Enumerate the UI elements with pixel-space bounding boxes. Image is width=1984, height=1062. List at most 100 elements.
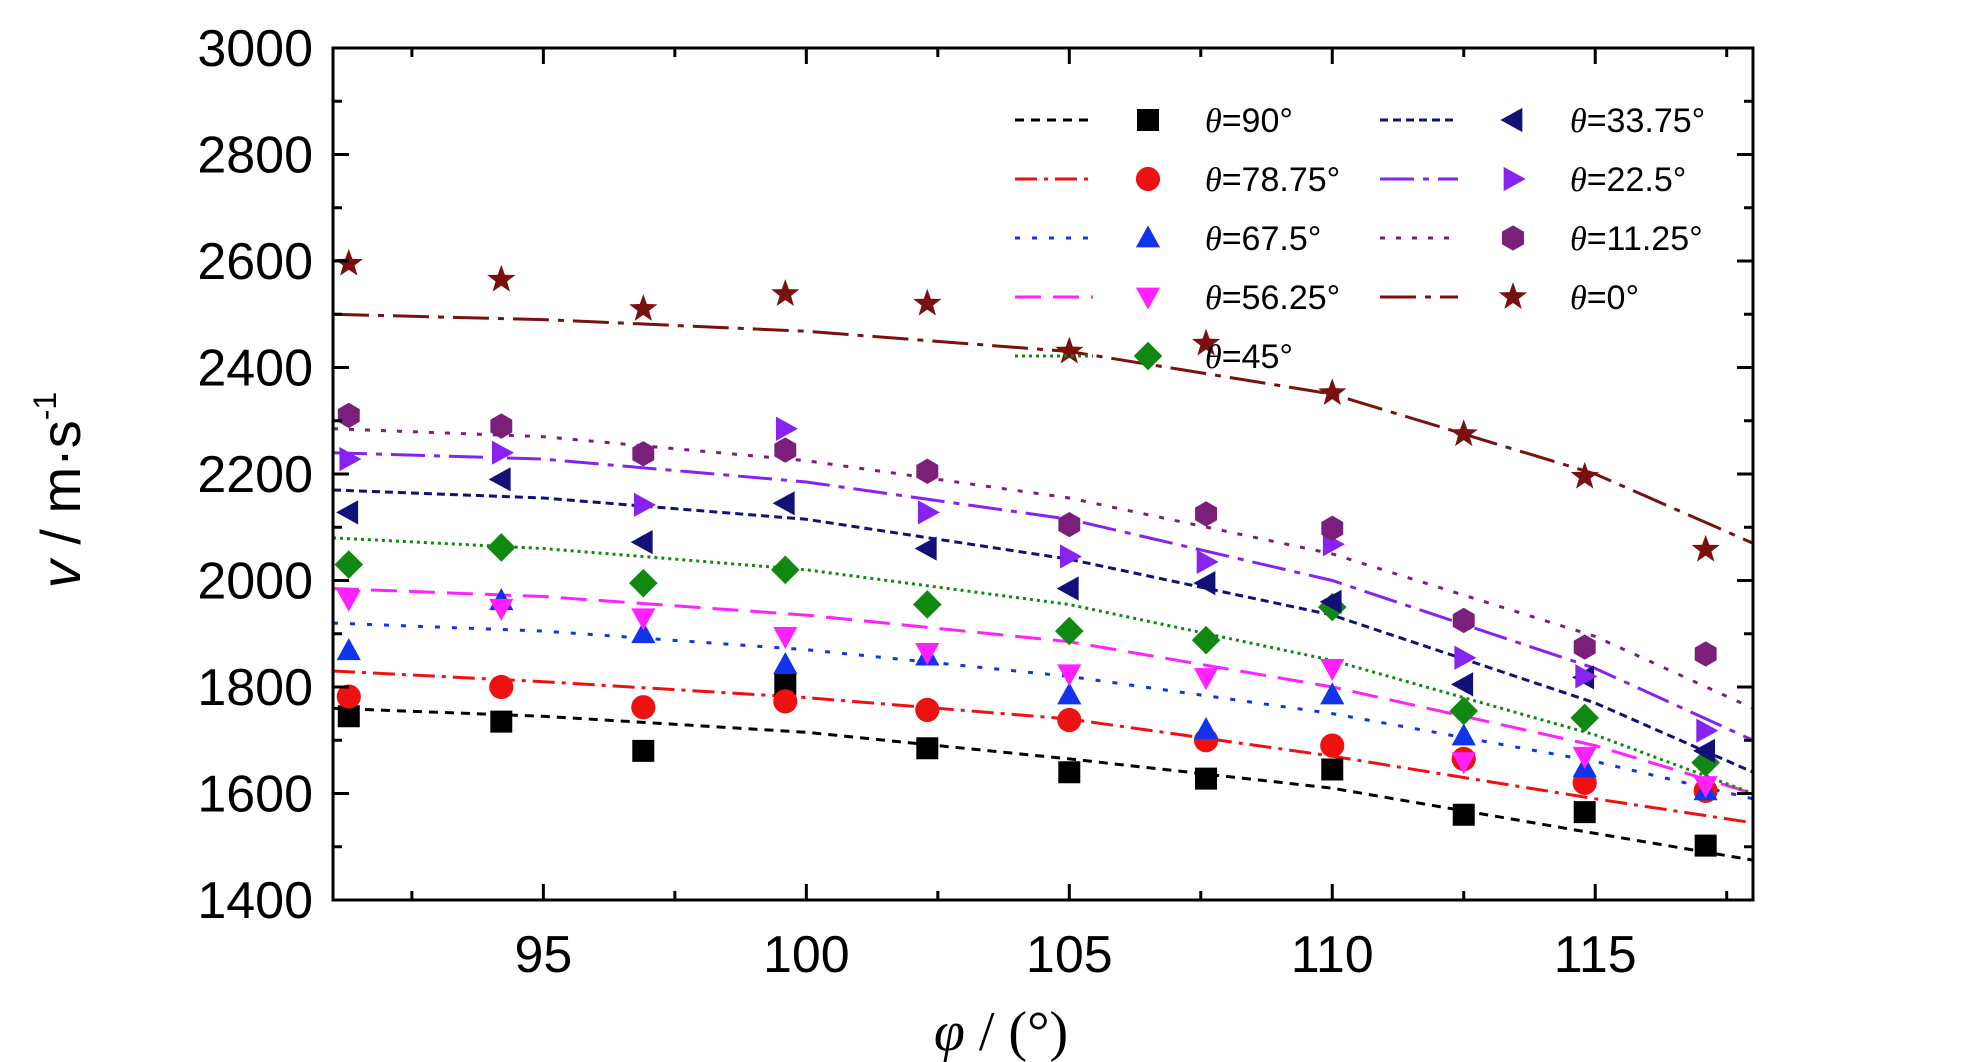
data-point-series-3	[1451, 752, 1476, 775]
data-point-series-7	[1694, 641, 1717, 667]
legend-theta-symbol: θ	[1205, 339, 1222, 376]
data-point-series-8	[913, 288, 942, 316]
data-point-series-0	[490, 710, 513, 733]
data-point-series-0	[1452, 803, 1475, 826]
data-point-series-4	[770, 555, 800, 585]
y-tick-label: 1400	[197, 872, 313, 930]
data-point-series-2	[1193, 716, 1219, 739]
data-point-series-8	[1191, 328, 1221, 356]
plot-area-frame	[331, 46, 1755, 902]
fit-line-series-1	[333, 669, 1753, 825]
data-point-series-3	[1572, 746, 1597, 769]
legend-series-name: =78.75°	[1222, 161, 1341, 199]
legend-marker-8	[1498, 282, 1528, 310]
data-point-series-6	[491, 440, 514, 465]
data-point-series-3	[1057, 664, 1082, 687]
data-point-series-2	[773, 651, 798, 674]
legend-label-1: θ=78.75°	[1205, 161, 1340, 199]
y-tick-label: 2200	[197, 446, 313, 504]
data-point-series-8	[1449, 419, 1478, 447]
legend-label-0: θ=90°	[1205, 102, 1293, 140]
data-point-series-7	[337, 402, 360, 429]
data-point-series-4	[1054, 616, 1084, 646]
data-point-series-6	[1454, 645, 1477, 670]
legend-marker-6	[1503, 166, 1526, 192]
x-axis-unit: / (°)	[965, 1001, 1068, 1062]
x-tick-label: 105	[1026, 926, 1113, 984]
data-point-series-5	[914, 536, 937, 561]
data-point-series-6	[917, 500, 940, 525]
data-point-series-7	[1573, 634, 1596, 660]
legend-label-6: θ=22.5°	[1570, 161, 1686, 199]
y-tick-label: 2800	[197, 127, 313, 185]
data-point-series-4	[486, 533, 516, 562]
x-axis-title: φ / (°)	[934, 1001, 1068, 1062]
data-point-series-1	[489, 674, 514, 700]
y-tick-label: 2600	[197, 233, 313, 291]
data-point-series-3	[1193, 668, 1219, 691]
data-point-series-8	[1570, 461, 1599, 489]
legend-label-5: θ=33.75°	[1570, 102, 1705, 140]
legend-marker-4	[1133, 341, 1163, 371]
x-axis-symbol: φ	[934, 1001, 965, 1062]
data-point-series-0	[774, 673, 797, 696]
data-point-series-4	[1691, 748, 1720, 777]
data-point-series-7	[490, 413, 513, 439]
data-point-series-8	[771, 279, 800, 307]
data-point-series-0	[916, 737, 939, 760]
data-point-series-0	[1195, 767, 1218, 790]
data-point-series-0	[632, 739, 655, 762]
y-tick-label: 3000	[197, 20, 313, 78]
data-point-series-3	[489, 598, 514, 621]
legend-theta-symbol: θ	[1205, 103, 1222, 140]
legend-theta-symbol: θ	[1570, 280, 1587, 317]
data-point-series-7	[774, 437, 797, 463]
data-point-series-0	[1573, 801, 1596, 824]
data-point-series-4	[912, 590, 942, 619]
data-point-series-5	[336, 500, 359, 525]
data-point-series-4	[1449, 696, 1479, 726]
data-point-series-6	[1196, 549, 1219, 574]
y-axis-exponent: -1	[27, 392, 63, 420]
legend-series-name: =45°	[1222, 338, 1293, 376]
data-point-series-6	[1575, 664, 1598, 689]
data-point-series-3	[1693, 776, 1718, 799]
data-point-series-1	[915, 697, 940, 722]
data-point-series-5	[1451, 672, 1474, 697]
data-point-series-3	[631, 608, 656, 631]
data-point-series-1	[1320, 733, 1345, 758]
y-tick-label: 1800	[197, 659, 313, 717]
y-axis-symbol: v	[29, 557, 92, 588]
data-point-series-8	[487, 264, 516, 292]
data-point-series-7	[632, 441, 655, 467]
data-point-series-3	[915, 643, 940, 666]
legend-theta-symbol: θ	[1570, 221, 1587, 258]
data-point-series-3	[336, 589, 361, 612]
legend-theta-symbol: θ	[1205, 221, 1222, 258]
data-point-series-3	[1320, 659, 1345, 682]
data-point-series-6	[775, 416, 798, 441]
legend-series-name: =56.25°	[1222, 279, 1341, 317]
data-point-series-5	[1693, 738, 1716, 763]
data-point-series-5	[772, 491, 795, 516]
y-tick-label: 2400	[197, 340, 313, 398]
data-point-series-5	[1193, 571, 1216, 596]
data-point-series-2	[336, 638, 361, 661]
data-point-series-2	[1320, 682, 1345, 705]
legend-theta-symbol: θ	[1205, 280, 1222, 317]
data-point-series-7	[1452, 607, 1475, 634]
fit-line-series-0	[333, 706, 1753, 862]
legend-series-name: =0°	[1587, 279, 1639, 317]
legend-marker-2	[1135, 225, 1161, 248]
legend-marker-7	[1502, 225, 1524, 251]
data-point-series-7	[1321, 515, 1344, 541]
data-point-series-2	[1057, 682, 1082, 705]
legend: θ=90°θ=78.75°θ=67.5°θ=56.25°θ=45°θ=33.75…	[1015, 102, 1705, 376]
legend-series-name: =90°	[1222, 102, 1293, 140]
data-point-series-5	[1056, 576, 1079, 601]
x-tick-label: 95	[514, 926, 572, 984]
y-axis-unit: / m·s	[29, 420, 92, 560]
data-point-series-7	[1058, 511, 1081, 538]
data-point-series-2	[631, 621, 656, 644]
data-point-series-3	[773, 627, 798, 650]
